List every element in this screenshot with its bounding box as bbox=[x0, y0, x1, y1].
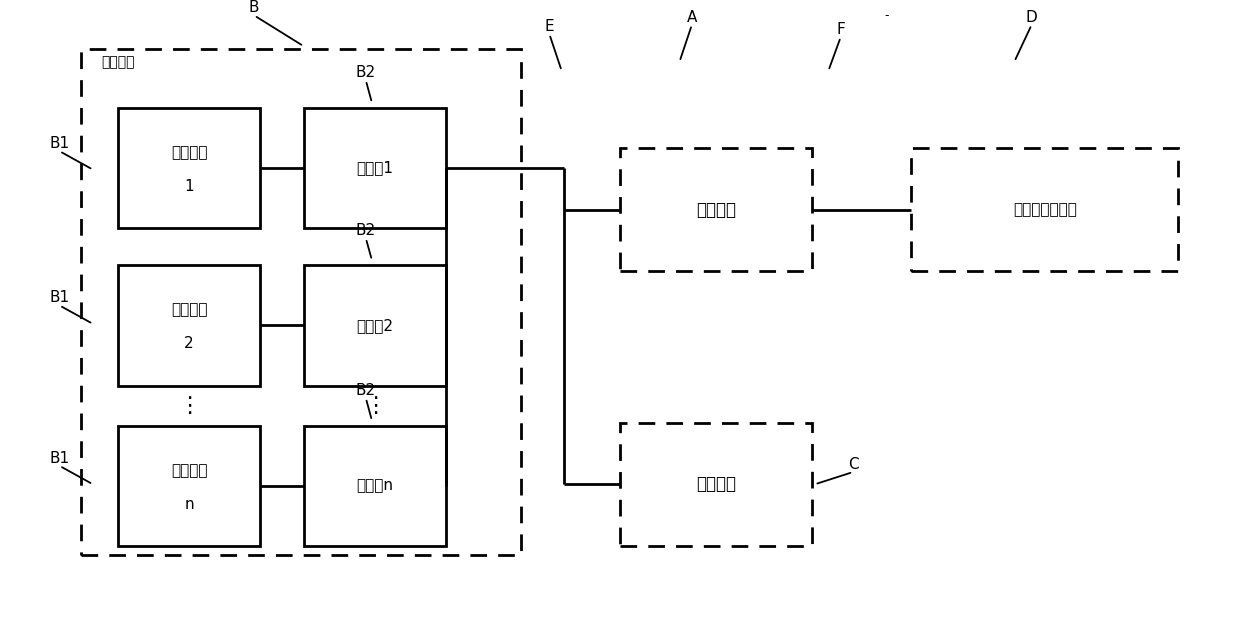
Bar bbox=[620, 148, 812, 271]
Text: 2: 2 bbox=[185, 336, 193, 352]
Text: B1: B1 bbox=[50, 136, 69, 151]
Text: 瓶口阀n: 瓶口阀n bbox=[357, 478, 393, 494]
Text: B2: B2 bbox=[356, 223, 376, 238]
Text: B2: B2 bbox=[356, 383, 376, 398]
Bar bbox=[118, 426, 260, 546]
Bar bbox=[81, 49, 521, 555]
Text: 供氢组件: 供氢组件 bbox=[696, 201, 737, 219]
Text: 燃料电池发动机: 燃料电池发动机 bbox=[1013, 202, 1076, 217]
Text: B: B bbox=[249, 1, 259, 15]
Text: 1: 1 bbox=[185, 179, 193, 194]
Text: 储氢气瓶: 储氢气瓶 bbox=[171, 145, 207, 160]
Bar bbox=[304, 426, 446, 546]
Bar bbox=[118, 108, 260, 228]
Text: -: - bbox=[884, 9, 889, 22]
Text: E: E bbox=[544, 19, 554, 34]
Text: 瓶口阀2: 瓶口阀2 bbox=[357, 318, 393, 333]
Text: A: A bbox=[687, 10, 697, 25]
Text: ⋮: ⋮ bbox=[365, 395, 386, 416]
Text: 储氢气瓶: 储氢气瓶 bbox=[171, 302, 207, 318]
Text: 储氢组件: 储氢组件 bbox=[102, 55, 135, 69]
Text: D: D bbox=[1025, 10, 1038, 25]
Text: 注氢组件: 注氢组件 bbox=[696, 475, 737, 494]
Text: B2: B2 bbox=[356, 65, 376, 80]
Text: C: C bbox=[848, 457, 858, 472]
Text: B1: B1 bbox=[50, 291, 69, 305]
Bar bbox=[620, 423, 812, 546]
Text: 储氢气瓶: 储氢气瓶 bbox=[171, 463, 207, 478]
Text: F: F bbox=[836, 22, 846, 37]
Text: B1: B1 bbox=[50, 451, 69, 466]
Text: ⋮: ⋮ bbox=[179, 395, 200, 416]
Bar bbox=[118, 265, 260, 386]
Bar bbox=[304, 108, 446, 228]
Bar bbox=[304, 265, 446, 386]
Text: 瓶口阀1: 瓶口阀1 bbox=[357, 160, 393, 176]
Bar bbox=[911, 148, 1178, 271]
Text: n: n bbox=[185, 497, 193, 512]
